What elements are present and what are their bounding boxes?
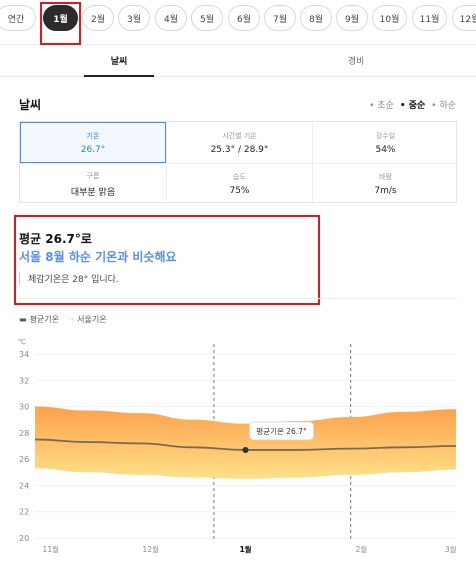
stat-value: 75% <box>229 186 250 196</box>
month-pill-annual[interactable]: 연간 <box>0 5 36 31</box>
y-tick-label: 20 <box>19 534 29 543</box>
stat-label: 기온 <box>86 131 100 140</box>
legend-avg-label: 평균기온 <box>29 315 60 324</box>
legend-seoul: ·· 서울기온 <box>69 314 107 325</box>
legend-seoul-marker: ·· <box>69 315 75 324</box>
x-tick-label: 12월 <box>143 544 160 554</box>
tab-weather[interactable]: 날씨 <box>84 44 154 77</box>
x-tick-label: 2월 <box>355 544 367 554</box>
legend-avg-marker: ▬ <box>19 315 27 324</box>
stat-value: 대부분 맑음 <box>70 187 116 198</box>
weather-stats-grid: 기온 26.7° 시간별 기온 25.3° / 28.9° 강수일 54% 구름… <box>19 121 458 204</box>
stat-precipitation[interactable]: 강수일 54% <box>312 122 458 163</box>
period-option-early[interactable]: • 초순 <box>369 101 394 111</box>
month-pill-3[interactable]: 3월 <box>118 5 150 31</box>
y-tick-label: 28 <box>19 429 29 438</box>
weather-section-title: 날씨 <box>19 98 42 112</box>
month-pill-8[interactable]: 8월 <box>300 5 332 31</box>
x-tick-label: 11월 <box>43 544 60 554</box>
month-selector: 연간 1월 2월 3월 4월 5월 6월 7월 8월 9월 10월 11월 12… <box>0 0 476 45</box>
period-option-mid[interactable]: • 중순 <box>399 101 426 111</box>
tab-bar: 날씨 경비 <box>0 44 476 77</box>
y-axis-unit: ℃ <box>18 338 26 346</box>
period-option-late[interactable]: • 하순 <box>431 101 456 111</box>
stat-value: 7m/s <box>374 186 397 196</box>
month-pill-6[interactable]: 6월 <box>228 5 260 31</box>
chart-legend: ▬ 평균기온 ·· 서울기온 <box>19 314 107 325</box>
feels-like-note: 체감기온은 28° 입니다. <box>19 272 119 285</box>
stat-label: 바람 <box>379 173 392 181</box>
month-pill-4[interactable]: 4월 <box>155 5 187 31</box>
stat-label: 강수일 <box>375 131 396 140</box>
stat-label: 습도 <box>233 173 246 181</box>
current-point <box>242 446 249 453</box>
section-divider <box>19 298 457 299</box>
y-tick-label: 32 <box>19 376 29 385</box>
stat-temperature[interactable]: 기온 26.7° <box>20 122 166 163</box>
tab-expense[interactable]: 경비 <box>321 44 391 76</box>
y-tick-label: 26 <box>19 455 29 464</box>
stat-value: 54% <box>375 144 396 155</box>
average-temperature-title: 평균 26.7°로 <box>19 232 92 246</box>
tab-active-underline <box>84 75 154 77</box>
stat-cloud[interactable]: 구름 대부분 맑음 <box>20 163 166 204</box>
month-pill-7[interactable]: 7월 <box>264 5 296 31</box>
y-tick-label: 30 <box>19 403 29 412</box>
month-pill-9[interactable]: 9월 <box>336 5 368 31</box>
tab-weather-label: 날씨 <box>110 56 128 67</box>
stat-value: 26.7° <box>80 144 106 155</box>
legend-seoul-label: 서울기온 <box>77 315 107 324</box>
temperature-chart: ℃ 34 32 30 28 26 24 22 20 평균기온 26.7° 11월 12월 1월 2월 3월 <box>18 338 457 554</box>
stat-hourly-temperature[interactable]: 시간별 기온 25.3° / 28.9° <box>166 122 312 163</box>
comparison-subtitle: 서울 8월 하순 기온과 비슷해요 <box>19 250 177 264</box>
period-options: • 초순 • 중순 • 하순 <box>369 98 456 111</box>
stat-humidity[interactable]: 습도 75% <box>166 163 312 204</box>
tooltip-box <box>249 421 314 441</box>
month-pill-12[interactable]: 12월 <box>452 5 476 31</box>
month-pill-11[interactable]: 11월 <box>412 5 447 31</box>
month-pill-1[interactable]: 1월 <box>43 5 78 31</box>
x-tick-label: 3월 <box>445 544 457 554</box>
tooltip-text: 평균기온 26.7° <box>256 426 307 436</box>
y-tick-label: 24 <box>19 481 29 490</box>
tab-expense-label: 경비 <box>347 56 365 67</box>
x-tick-label: 1월 <box>239 544 251 554</box>
legend-avg: ▬ 평균기온 <box>19 314 59 325</box>
period-option-mid-label: 중순 <box>408 101 426 111</box>
period-option-late-label: 하순 <box>439 101 456 111</box>
temperature-range-band <box>35 406 456 479</box>
stat-label: 구름 <box>86 171 100 180</box>
y-tick-label: 34 <box>19 350 29 359</box>
month-pill-10[interactable]: 10월 <box>372 5 407 31</box>
stat-label: 시간별 기온 <box>222 131 257 140</box>
month-pill-2[interactable]: 2월 <box>82 5 114 31</box>
stat-wind[interactable]: 바람 7m/s <box>312 163 458 204</box>
period-option-early-label: 초순 <box>377 101 394 111</box>
y-tick-label: 22 <box>19 508 29 517</box>
stat-value: 25.3° / 28.9° <box>210 144 269 155</box>
month-pill-5[interactable]: 5월 <box>191 5 223 31</box>
